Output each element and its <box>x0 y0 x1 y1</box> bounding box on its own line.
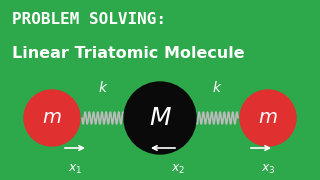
Text: $x_1$: $x_1$ <box>68 163 82 176</box>
Text: $m$: $m$ <box>258 109 278 127</box>
Circle shape <box>24 90 80 146</box>
Text: PROBLEM SOLVING:: PROBLEM SOLVING: <box>12 12 166 27</box>
Text: $x_2$: $x_2$ <box>171 163 185 176</box>
Text: $m$: $m$ <box>42 109 62 127</box>
Circle shape <box>124 82 196 154</box>
Text: Linear Triatomic Molecule: Linear Triatomic Molecule <box>12 46 244 61</box>
Text: $x_3$: $x_3$ <box>261 163 275 176</box>
Text: $k$: $k$ <box>212 80 222 96</box>
Text: $M$: $M$ <box>148 106 172 130</box>
Text: $k$: $k$ <box>98 80 108 96</box>
Circle shape <box>240 90 296 146</box>
